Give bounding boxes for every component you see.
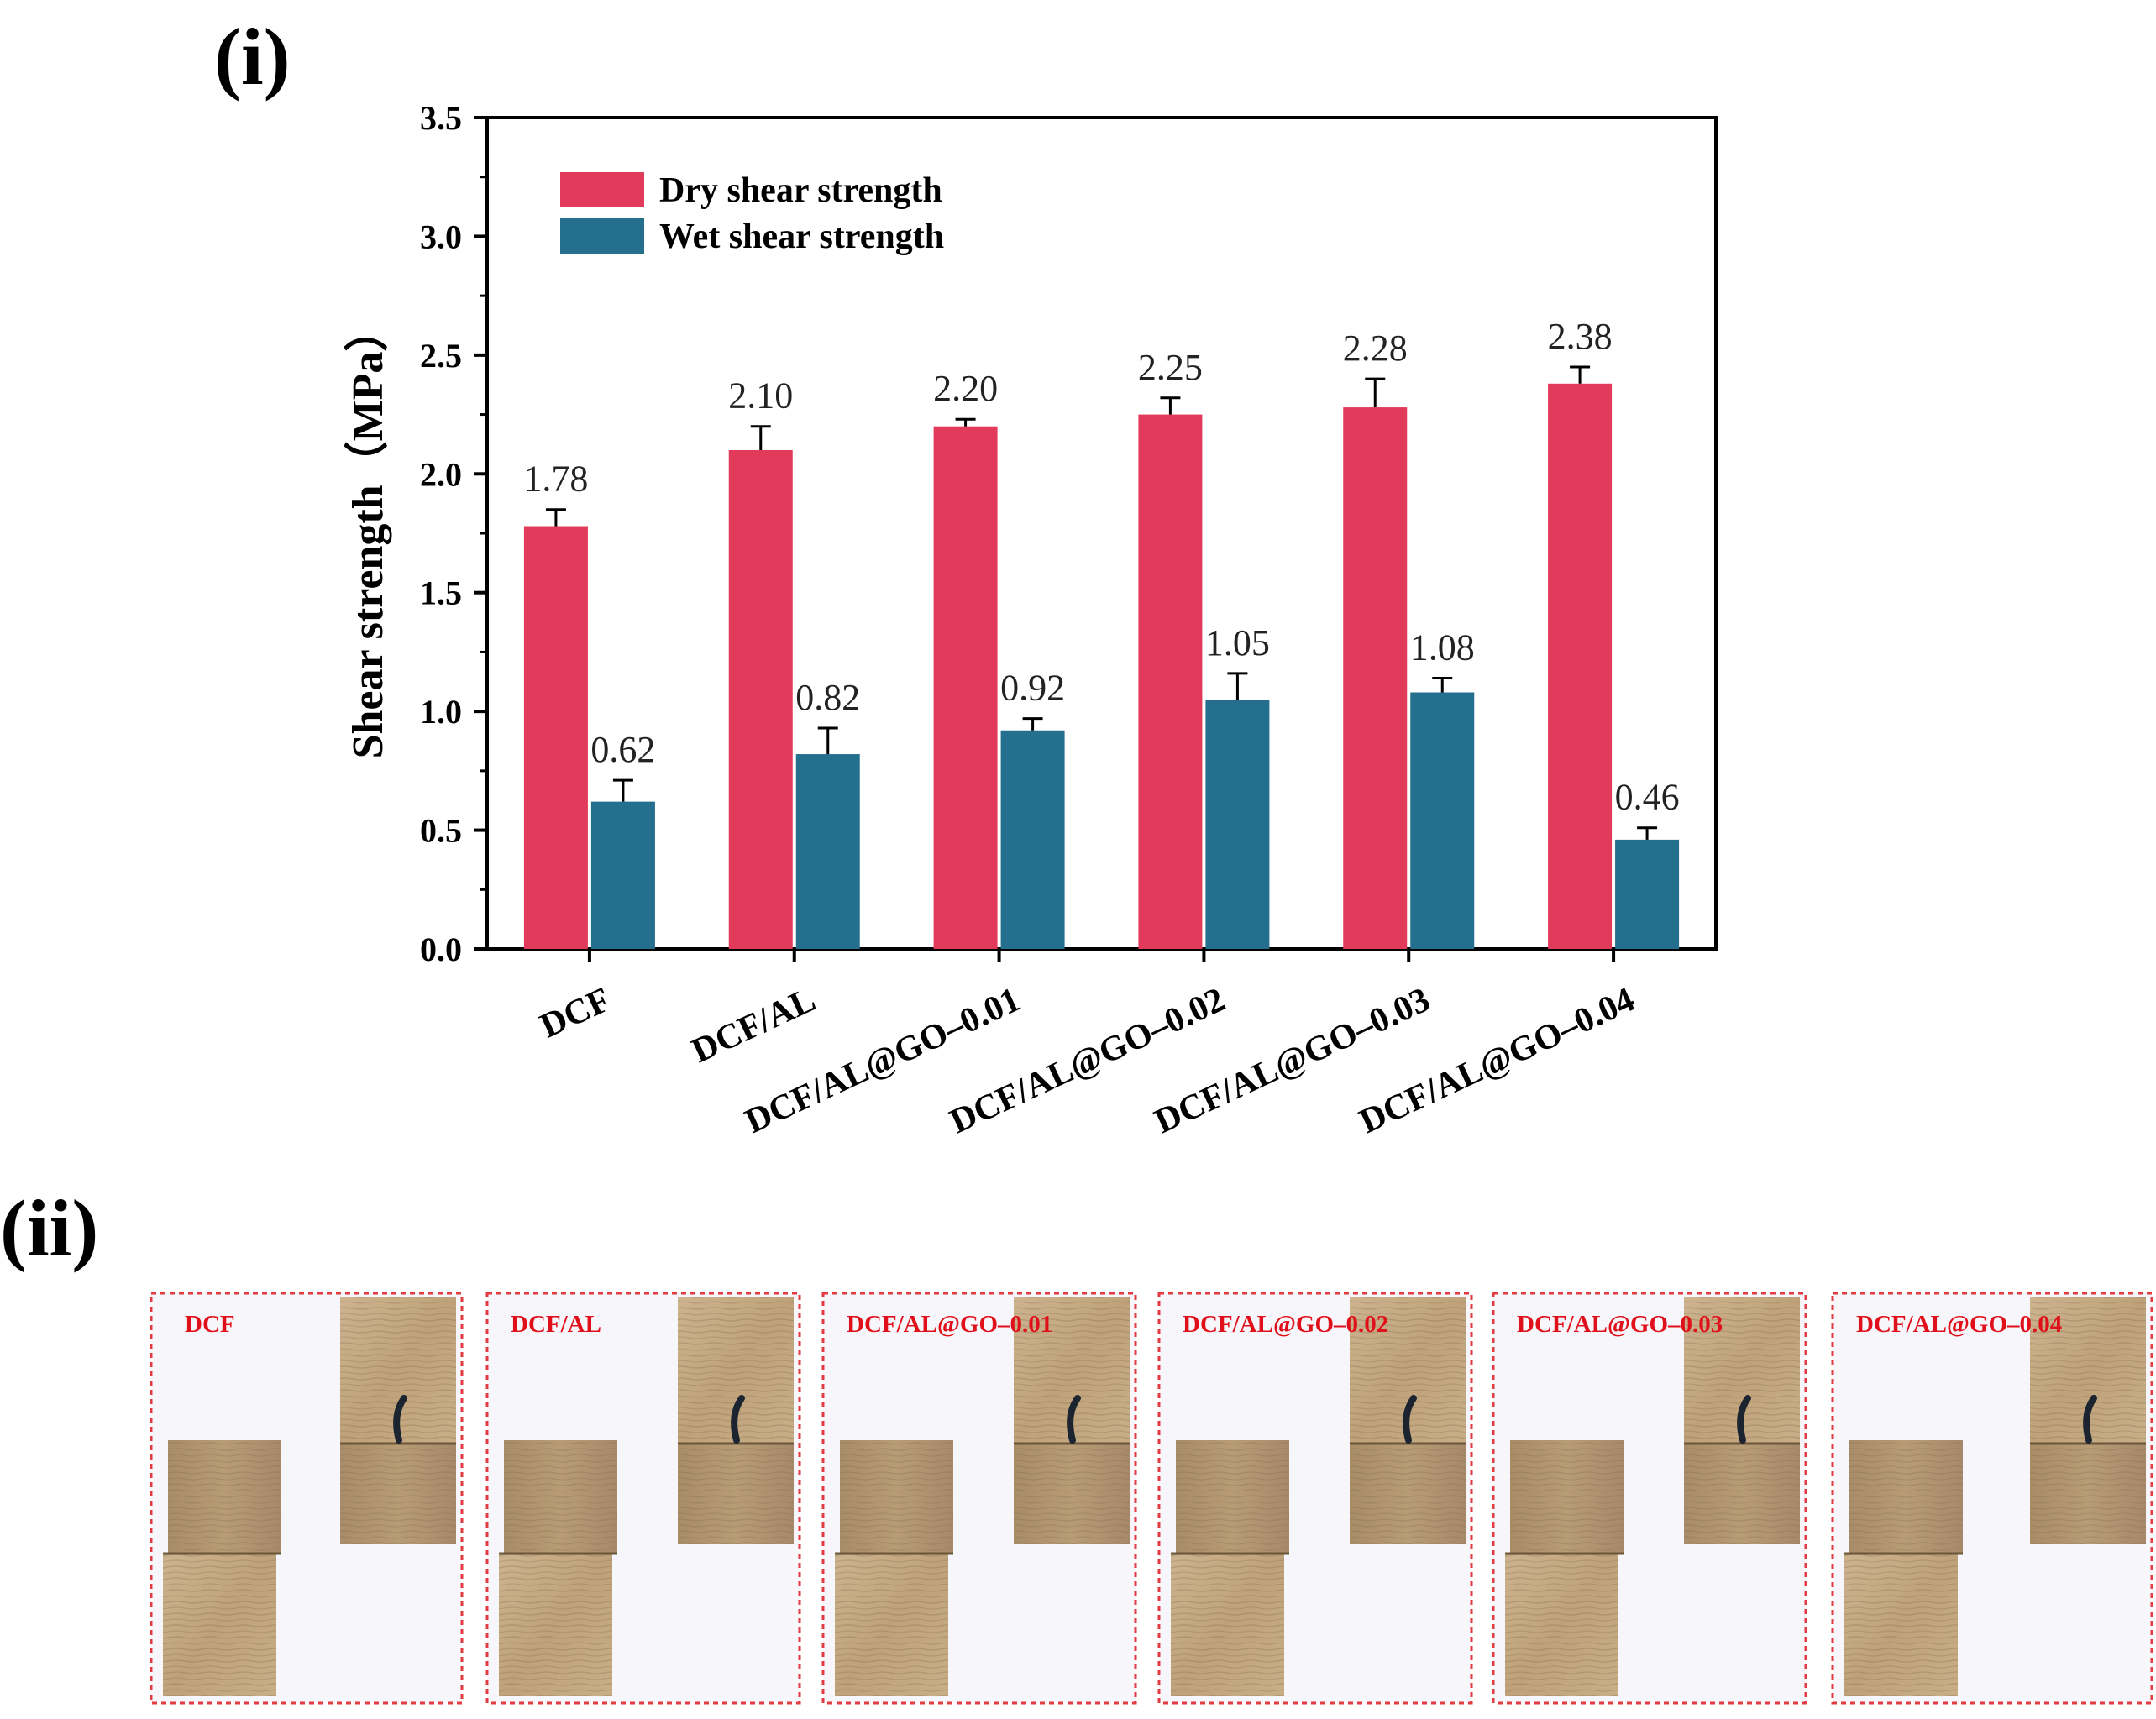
bar-dry	[1343, 407, 1408, 950]
marker-line	[731, 1395, 745, 1444]
panel-label-ii: (ii)	[0, 1183, 98, 1273]
wood-grain	[1171, 1554, 1284, 1696]
specimen-photos: DCF DCF/AL DCF/AL@GO–0.01 DCF/AL@GO–0.02 DCF…	[150, 1292, 2153, 1705]
bar-wet	[1205, 700, 1270, 949]
y-tick-label: 1.0	[420, 693, 462, 731]
data-label: 0.82	[795, 677, 860, 718]
wood-grain	[840, 1440, 953, 1554]
legend-swatch-wet	[560, 218, 644, 254]
marker-line	[1403, 1395, 1417, 1444]
wood-grain	[835, 1554, 948, 1696]
wood-grain	[1505, 1554, 1618, 1696]
marker-line	[2083, 1395, 2097, 1444]
legend-swatch-dry	[560, 172, 644, 207]
wood-grain	[2030, 1444, 2146, 1544]
marker-line	[1737, 1395, 1751, 1444]
y-axis: 0.0 0.5 1.0 1.5 2.0 2.5 3.0 3.5	[420, 99, 487, 968]
marker-line	[393, 1395, 407, 1444]
y-axis-title: Shear strength（MPa）	[344, 308, 392, 759]
data-labels: 1.78 0.62 2.10 0.82 2.20 0.92 2.25 1.05 2.28 1.08…	[523, 316, 1679, 818]
wood-grain	[1684, 1444, 1800, 1544]
specimen-photo: DCF	[150, 1292, 464, 1705]
y-tick-label: 0.5	[420, 812, 462, 850]
bar-dry	[1548, 383, 1613, 949]
bar-wet	[1410, 692, 1475, 949]
wood-grain	[340, 1444, 456, 1544]
bar-wet	[795, 754, 860, 949]
wood-grain	[1849, 1440, 1963, 1554]
data-label: 2.38	[1548, 316, 1613, 357]
data-label: 0.92	[1000, 668, 1065, 709]
bar-dry	[1138, 414, 1203, 950]
y-tick-label: 2.0	[420, 455, 462, 493]
wood-grain	[1014, 1444, 1130, 1544]
photo-label: DCF/AL@GO–0.03	[1517, 1311, 1723, 1338]
data-label: 1.05	[1205, 622, 1270, 663]
category-labels: DCF DCF/ALDCF/AL@GO–0.01DCF/AL@GO–0.02DCF…	[534, 980, 1640, 1141]
wood-grain	[1510, 1440, 1624, 1554]
wood-grain	[168, 1440, 281, 1554]
bar-dry	[728, 450, 793, 949]
photo-label: DCF/AL@GO–0.02	[1183, 1311, 1388, 1338]
category-label: DCF/AL	[686, 980, 821, 1071]
panel-label-i: (i)	[214, 12, 291, 102]
bar-dry	[933, 426, 998, 949]
bar-dry	[523, 526, 588, 949]
bar-wet	[1615, 839, 1680, 949]
wood-grain	[1176, 1440, 1289, 1554]
legend-label-dry: Dry shear strength	[659, 171, 942, 210]
data-label: 2.10	[728, 375, 793, 417]
data-label: 1.08	[1410, 627, 1475, 668]
photo-label: DCF/AL@GO–0.04	[1856, 1311, 2062, 1338]
photo-label: DCF/AL	[511, 1311, 601, 1338]
bars	[523, 383, 1680, 950]
photo-label: DCF/AL@GO–0.01	[847, 1311, 1052, 1338]
wood-grain	[678, 1444, 794, 1544]
category-label: DCF	[534, 980, 616, 1046]
wood-grain	[1350, 1444, 1466, 1544]
y-tick-label: 3.5	[420, 99, 462, 137]
x-axis	[587, 949, 1616, 962]
specimen-photo: DCF/AL@GO–0.03	[1492, 1292, 1807, 1705]
wood-grain	[504, 1440, 617, 1554]
legend: Dry shear strength Wet shear strength	[560, 171, 944, 256]
data-label: 2.28	[1343, 328, 1408, 369]
data-label: 2.25	[1138, 347, 1203, 388]
specimen-photo: DCF/AL@GO–0.02	[1157, 1292, 1473, 1705]
data-label: 0.62	[590, 729, 655, 770]
wood-grain	[499, 1554, 612, 1696]
data-label: 1.78	[523, 459, 588, 500]
photo-label: DCF	[185, 1311, 235, 1338]
y-tick-label: 2.5	[420, 337, 462, 375]
y-tick-label: 3.0	[420, 217, 462, 255]
wood-grain	[1844, 1554, 1958, 1696]
specimen-photo: DCF/AL@GO–0.01	[821, 1292, 1137, 1705]
marker-line	[1067, 1395, 1081, 1444]
y-tick-label: 0.0	[420, 930, 462, 968]
y-tick-label: 1.5	[420, 574, 462, 612]
error-bars	[545, 365, 1658, 840]
legend-label-wet: Wet shear strength	[659, 217, 944, 256]
wood-grain	[163, 1554, 276, 1696]
bar-wet	[1000, 730, 1065, 949]
specimen-photo: DCF/AL	[485, 1292, 801, 1705]
data-label: 2.20	[933, 368, 998, 409]
data-label: 0.46	[1615, 777, 1680, 818]
bar-wet	[590, 801, 655, 949]
specimen-photo: DCF/AL@GO–0.04	[1831, 1292, 2153, 1705]
